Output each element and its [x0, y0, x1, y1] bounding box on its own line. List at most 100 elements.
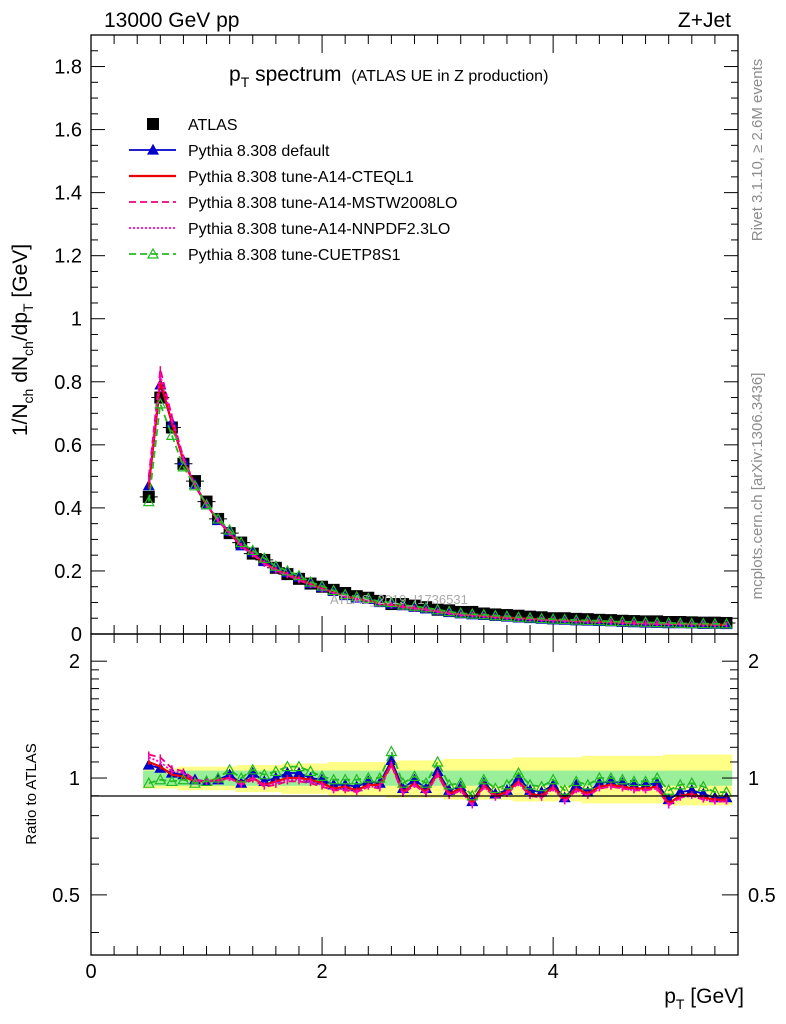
marker-cuetp8s1	[627, 775, 641, 787]
legend-marker-triangle	[146, 143, 160, 155]
y-tick-label-ratio: 1	[69, 768, 80, 790]
legend: ATLAS Pythia 8.308 default Pythia 8.308 tu…	[129, 117, 457, 264]
y-tick-label-main: 0.4	[54, 498, 82, 520]
marker-cuetp8s1	[466, 607, 479, 619]
marker-cuetp8s1	[316, 770, 329, 781]
marker-cuetp8s1	[385, 596, 398, 608]
x-axis-label: pT [GeV]	[664, 985, 744, 1012]
series-main-pythia-8-308-tune-a14-cteql1	[147, 378, 728, 628]
marker-cuetp8s1	[593, 771, 606, 783]
marker-cuetp8s1	[373, 595, 386, 607]
marker-cuetp8s1	[685, 617, 698, 629]
legend-label: Pythia 8.308 tune-CUETP8S1	[188, 247, 401, 264]
legend-marker-open-triangle	[146, 247, 160, 259]
series-line	[148, 756, 727, 807]
marker-cuetp8s1	[177, 773, 190, 785]
marker-cuetp8s1	[420, 776, 433, 788]
marker-cuetp8s1	[177, 460, 190, 472]
marker-cuetp8s1	[292, 569, 305, 581]
marker-cuetp8s1	[651, 616, 664, 628]
marker-cuetp8s1	[235, 536, 248, 548]
series-ratio-pythia-8-308-tune-cuetp8s1	[142, 745, 733, 801]
marker-cuetp8s1	[235, 771, 248, 783]
marker-cuetp8s1	[258, 552, 271, 563]
x-tick-label: 0	[85, 961, 96, 983]
marker-cuetp8s1	[443, 778, 456, 790]
marker-cuetp8s1	[651, 771, 664, 783]
series-main-pythia-8-308-tune-cuetp8s1	[142, 397, 733, 629]
marker-cuetp8s1	[639, 616, 652, 627]
marker-cuetp8s1	[524, 778, 537, 790]
marker-cuetp8s1	[662, 784, 675, 795]
marker-cuetp8s1	[674, 778, 687, 790]
marker-cuetp8s1	[616, 773, 629, 785]
x-tick-label: 2	[317, 961, 328, 983]
marker-cuetp8s1	[535, 612, 548, 624]
legend-label: Pythia 8.308 tune-A14-MSTW2008LO	[188, 195, 457, 212]
y-tick-label-main-zero: 0	[71, 624, 82, 646]
marker-cuetp8s1	[396, 598, 409, 610]
legend-label: Pythia 8.308 tune-A14-CTEQL1	[188, 169, 414, 186]
marker-cuetp8s1	[269, 765, 282, 777]
series-line	[147, 403, 727, 625]
marker-cuetp8s1	[512, 611, 525, 622]
marker-cuetp8s1	[223, 763, 236, 775]
y-tick-label-main: 1.2	[54, 246, 82, 268]
watermark: ATLAS_2019_I1736531	[330, 592, 468, 607]
series-line	[148, 749, 727, 798]
axis-ticks: 0.2 0.4 0.6 0.8 1 1.2 1.4 1.6 1.8 0 0 2 4 0.5 0.5 1 1 2 2	[52, 34, 776, 983]
side-label-rivet: Rivet 3.1.10, ≥ 2.6M events	[749, 59, 766, 242]
marker-cuetp8s1	[154, 773, 167, 785]
marker-cuetp8s1	[477, 608, 490, 620]
series-line	[147, 381, 727, 626]
marker-cuetp8s1	[431, 755, 444, 767]
header-left: 13000 GeV pp	[104, 9, 239, 32]
marker-cuetp8s1	[316, 579, 329, 591]
side-label-mcplots: mcplots.cern.ch [arXiv:1306.3436]	[749, 373, 766, 600]
marker-cuetp8s1	[685, 776, 698, 788]
marker-cuetp8s1	[570, 775, 583, 787]
y-tick-label-ratio: 2	[69, 651, 80, 673]
y-tick-label-ratio: 0.5	[52, 885, 80, 907]
legend-entry: Pythia 8.308 default	[129, 143, 330, 160]
y-axis-label-main: 1/Nch dNch/dpT [GeV]	[9, 244, 36, 436]
marker-cuetp8s1	[454, 606, 467, 618]
marker-cuetp8s1	[223, 523, 236, 535]
marker-cuetp8s1	[165, 429, 178, 440]
marker-cuetp8s1	[697, 617, 710, 629]
legend-label: Pythia 8.308 default	[188, 143, 330, 160]
marker-cuetp8s1	[570, 613, 583, 625]
marker-cuetp8s1	[200, 775, 213, 787]
marker-cuetp8s1	[616, 615, 629, 627]
marker-cuetp8s1	[604, 615, 617, 626]
marker-cuetp8s1	[535, 780, 548, 792]
ratio-series	[142, 745, 733, 809]
marker-cuetp8s1	[246, 544, 259, 556]
y-tick-label-ratio-right: 0.5	[748, 885, 776, 907]
marker-cuetp8s1	[212, 512, 225, 524]
marker-cuetp8s1	[558, 784, 571, 795]
marker-cuetp8s1	[188, 479, 202, 491]
marker-cuetp8s1	[200, 498, 213, 510]
y-tick-label-main: 1.6	[54, 120, 82, 142]
plot-title: pT spectrum (ATLAS UE in Z production)	[229, 63, 548, 90]
series-line	[147, 368, 727, 626]
marker-cuetp8s1	[304, 575, 317, 587]
marker-cuetp8s1	[500, 778, 513, 790]
y-tick-label-main: 1.8	[54, 57, 82, 79]
y-axis-label-ratio: Ratio to ATLAS	[23, 743, 40, 844]
series-line	[147, 375, 727, 626]
marker-cuetp8s1	[674, 617, 687, 628]
marker-cuetp8s1	[500, 610, 513, 621]
marker-cuetp8s1	[362, 592, 375, 603]
series-main-pythia-8-308-tune-a14-mstw2008lo	[147, 366, 728, 628]
marker-cuetp8s1	[408, 770, 421, 781]
y-tick-label-main: 0.8	[54, 372, 82, 394]
marker-cuetp8s1	[593, 614, 606, 626]
marker-cuetp8s1	[339, 588, 352, 600]
marker-cuetp8s1	[547, 773, 560, 785]
legend-entry: Pythia 8.308 tune-CUETP8S1	[129, 247, 401, 264]
main-series	[139, 366, 736, 630]
marker-cuetp8s1	[304, 765, 317, 777]
